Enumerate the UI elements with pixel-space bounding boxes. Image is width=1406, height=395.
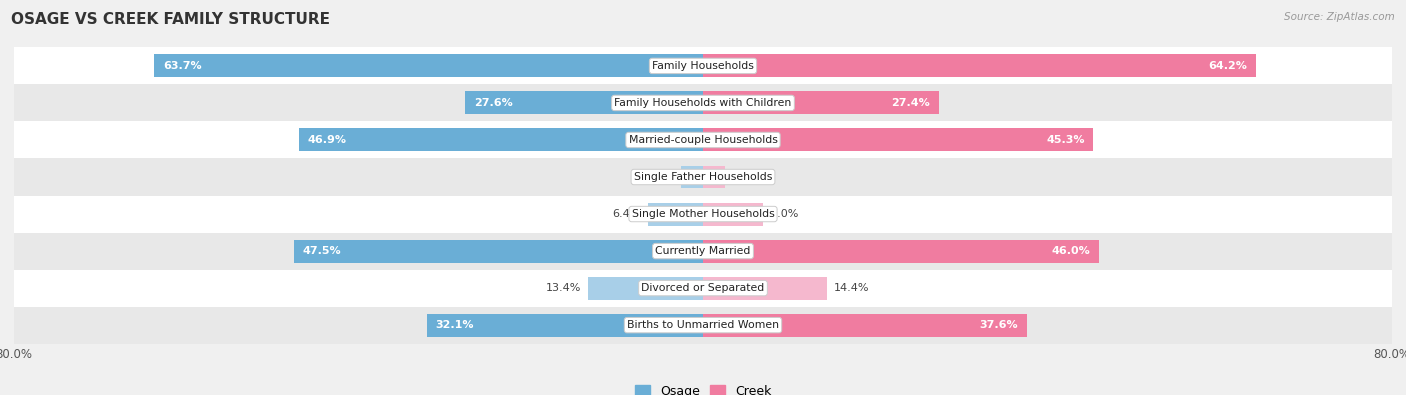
Bar — [703, 240, 1099, 263]
Text: 27.4%: 27.4% — [891, 98, 931, 108]
Text: Divorced or Separated: Divorced or Separated — [641, 283, 765, 293]
Text: Single Mother Households: Single Mother Households — [631, 209, 775, 219]
Text: 63.7%: 63.7% — [163, 61, 201, 71]
Text: 6.4%: 6.4% — [613, 209, 641, 219]
Bar — [465, 92, 703, 115]
Bar — [14, 233, 1392, 269]
Bar — [14, 269, 1392, 307]
Text: Currently Married: Currently Married — [655, 246, 751, 256]
Text: 2.6%: 2.6% — [733, 172, 761, 182]
Text: 7.0%: 7.0% — [770, 209, 799, 219]
Bar — [703, 128, 1092, 151]
Text: 37.6%: 37.6% — [980, 320, 1018, 330]
Bar — [155, 55, 703, 77]
Legend: Osage, Creek: Osage, Creek — [630, 380, 776, 395]
Text: Births to Unmarried Women: Births to Unmarried Women — [627, 320, 779, 330]
Text: Married-couple Households: Married-couple Households — [628, 135, 778, 145]
Text: Family Households: Family Households — [652, 61, 754, 71]
Text: 32.1%: 32.1% — [436, 320, 474, 330]
Bar — [682, 166, 703, 188]
Bar — [14, 307, 1392, 344]
Bar — [703, 55, 1256, 77]
Text: 14.4%: 14.4% — [834, 283, 869, 293]
Text: 46.0%: 46.0% — [1052, 246, 1091, 256]
Bar — [426, 314, 703, 337]
Bar — [703, 203, 763, 226]
Text: 46.9%: 46.9% — [308, 135, 347, 145]
Bar — [588, 276, 703, 299]
Text: 27.6%: 27.6% — [474, 98, 513, 108]
Bar — [703, 166, 725, 188]
Text: OSAGE VS CREEK FAMILY STRUCTURE: OSAGE VS CREEK FAMILY STRUCTURE — [11, 12, 330, 27]
Bar — [294, 240, 703, 263]
Bar — [14, 85, 1392, 121]
Text: 13.4%: 13.4% — [546, 283, 581, 293]
Text: 47.5%: 47.5% — [302, 246, 342, 256]
Text: Source: ZipAtlas.com: Source: ZipAtlas.com — [1284, 12, 1395, 22]
Text: 45.3%: 45.3% — [1046, 135, 1084, 145]
Text: Family Households with Children: Family Households with Children — [614, 98, 792, 108]
Bar — [703, 276, 827, 299]
Bar — [14, 196, 1392, 233]
Text: Single Father Households: Single Father Households — [634, 172, 772, 182]
Text: 64.2%: 64.2% — [1208, 61, 1247, 71]
Bar — [703, 314, 1026, 337]
Bar — [299, 128, 703, 151]
Bar — [14, 47, 1392, 85]
Bar — [14, 121, 1392, 158]
Bar — [703, 92, 939, 115]
Bar — [14, 158, 1392, 196]
Bar — [648, 203, 703, 226]
Text: 2.5%: 2.5% — [647, 172, 675, 182]
